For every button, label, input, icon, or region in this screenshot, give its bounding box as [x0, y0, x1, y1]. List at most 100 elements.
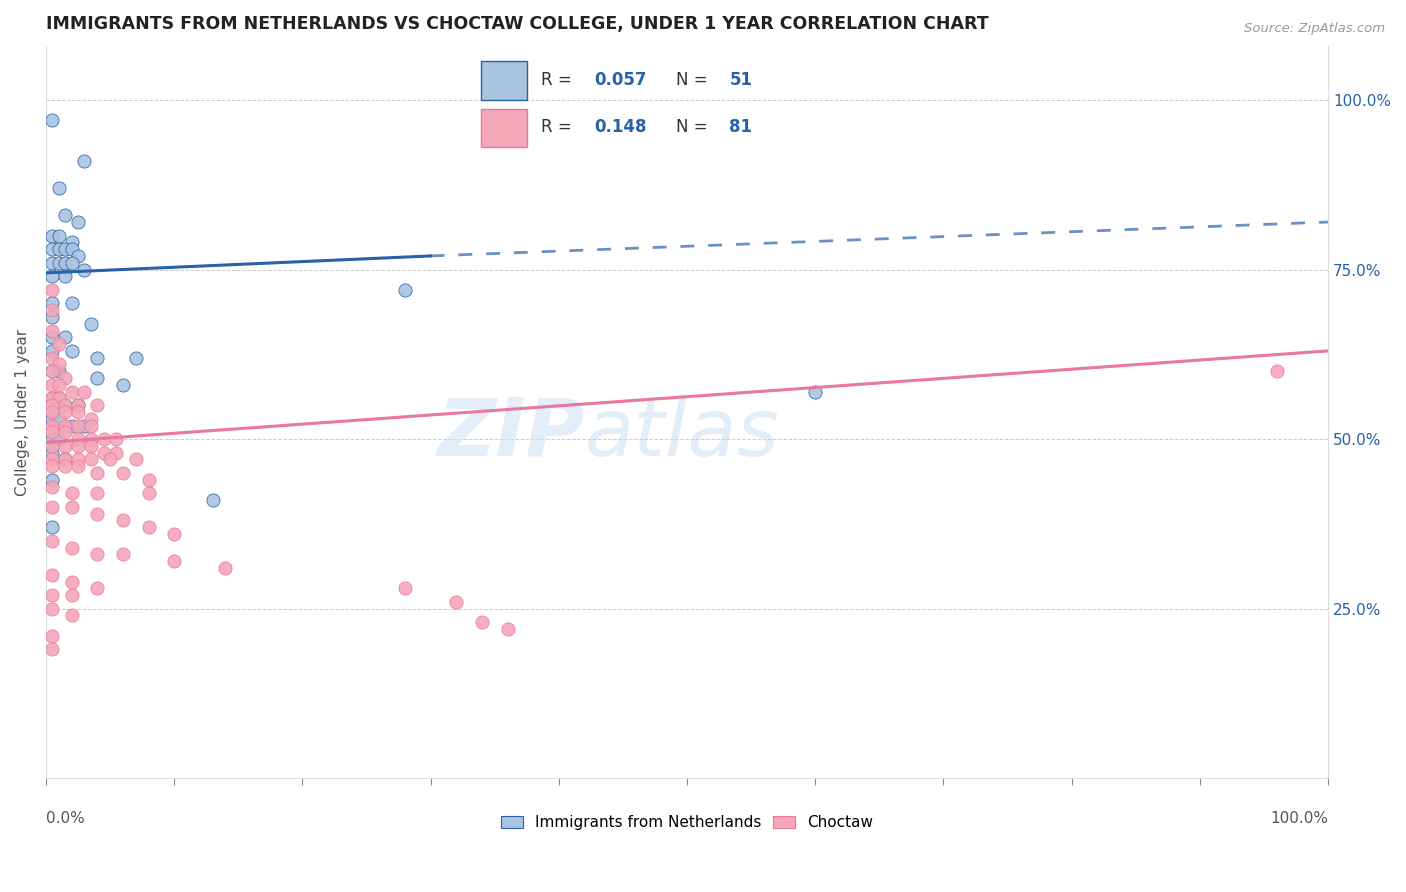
Point	[1265, 364, 1288, 378]
Point	[41, 425, 63, 440]
Point	[73, 418, 96, 433]
Point	[53, 256, 76, 270]
Point	[41, 351, 63, 365]
Point	[41, 418, 63, 433]
Point	[48, 256, 70, 270]
Point	[86, 466, 108, 480]
Point	[41, 343, 63, 358]
Text: atlas: atlas	[585, 395, 779, 473]
Point	[111, 466, 134, 480]
Point	[60, 256, 83, 270]
Point	[48, 432, 70, 446]
Point	[80, 432, 103, 446]
Text: IMMIGRANTS FROM NETHERLANDS VS CHOCTAW COLLEGE, UNDER 1 YEAR CORRELATION CHART: IMMIGRANTS FROM NETHERLANDS VS CHOCTAW C…	[46, 15, 988, 33]
Text: 0.0%: 0.0%	[46, 811, 84, 826]
Point	[41, 330, 63, 344]
Point	[446, 595, 468, 609]
Point	[111, 513, 134, 527]
Point	[66, 249, 89, 263]
Point	[53, 371, 76, 385]
Point	[125, 452, 148, 467]
Point	[41, 256, 63, 270]
Point	[105, 432, 128, 446]
Point	[66, 432, 89, 446]
Point	[41, 500, 63, 514]
Point	[60, 608, 83, 623]
Point	[41, 324, 63, 338]
Point	[53, 452, 76, 467]
Point	[66, 405, 89, 419]
Point	[60, 574, 83, 589]
Point	[138, 520, 160, 534]
Text: ZIP: ZIP	[437, 395, 585, 473]
Point	[66, 459, 89, 474]
Point	[471, 615, 494, 630]
Point	[66, 215, 89, 229]
Point	[41, 479, 63, 493]
Point	[93, 432, 115, 446]
Point	[80, 418, 103, 433]
Point	[60, 500, 83, 514]
Point	[80, 411, 103, 425]
Point	[48, 242, 70, 256]
Point	[53, 439, 76, 453]
Point	[86, 351, 108, 365]
Point	[53, 330, 76, 344]
Point	[86, 486, 108, 500]
Point	[41, 459, 63, 474]
Point	[73, 153, 96, 168]
Point	[394, 283, 416, 297]
Point	[41, 452, 63, 467]
Point	[48, 411, 70, 425]
Point	[48, 228, 70, 243]
Point	[53, 398, 76, 412]
Point	[105, 445, 128, 459]
Point	[125, 351, 148, 365]
Point	[496, 622, 519, 636]
Point	[86, 548, 108, 562]
Legend: Immigrants from Netherlands, Choctaw: Immigrants from Netherlands, Choctaw	[495, 809, 879, 837]
Point	[41, 445, 63, 459]
Point	[41, 242, 63, 256]
Point	[41, 398, 63, 412]
Point	[41, 411, 63, 425]
Point	[80, 439, 103, 453]
Point	[86, 371, 108, 385]
Point	[41, 296, 63, 310]
Point	[41, 364, 63, 378]
Point	[804, 384, 827, 399]
Text: Source: ZipAtlas.com: Source: ZipAtlas.com	[1244, 22, 1385, 36]
Point	[48, 377, 70, 392]
Point	[66, 452, 89, 467]
Point	[41, 310, 63, 324]
Point	[48, 337, 70, 351]
Point	[41, 588, 63, 602]
Point	[53, 398, 76, 412]
Point	[80, 452, 103, 467]
Point	[86, 398, 108, 412]
Point	[86, 582, 108, 596]
Point	[53, 405, 76, 419]
Y-axis label: College, Under 1 year: College, Under 1 year	[15, 328, 30, 496]
Point	[41, 269, 63, 284]
Point	[53, 425, 76, 440]
Point	[41, 520, 63, 534]
Point	[48, 181, 70, 195]
Point	[163, 527, 186, 541]
Point	[41, 432, 63, 446]
Point	[41, 228, 63, 243]
Point	[66, 418, 89, 433]
Point	[41, 473, 63, 487]
Point	[98, 452, 121, 467]
Point	[41, 533, 63, 548]
Point	[41, 405, 63, 419]
Point	[41, 392, 63, 406]
Point	[53, 208, 76, 222]
Point	[48, 392, 70, 406]
Point	[41, 601, 63, 615]
Point	[41, 377, 63, 392]
Point	[60, 235, 83, 250]
Point	[60, 541, 83, 555]
Point	[53, 418, 76, 433]
Point	[41, 364, 63, 378]
